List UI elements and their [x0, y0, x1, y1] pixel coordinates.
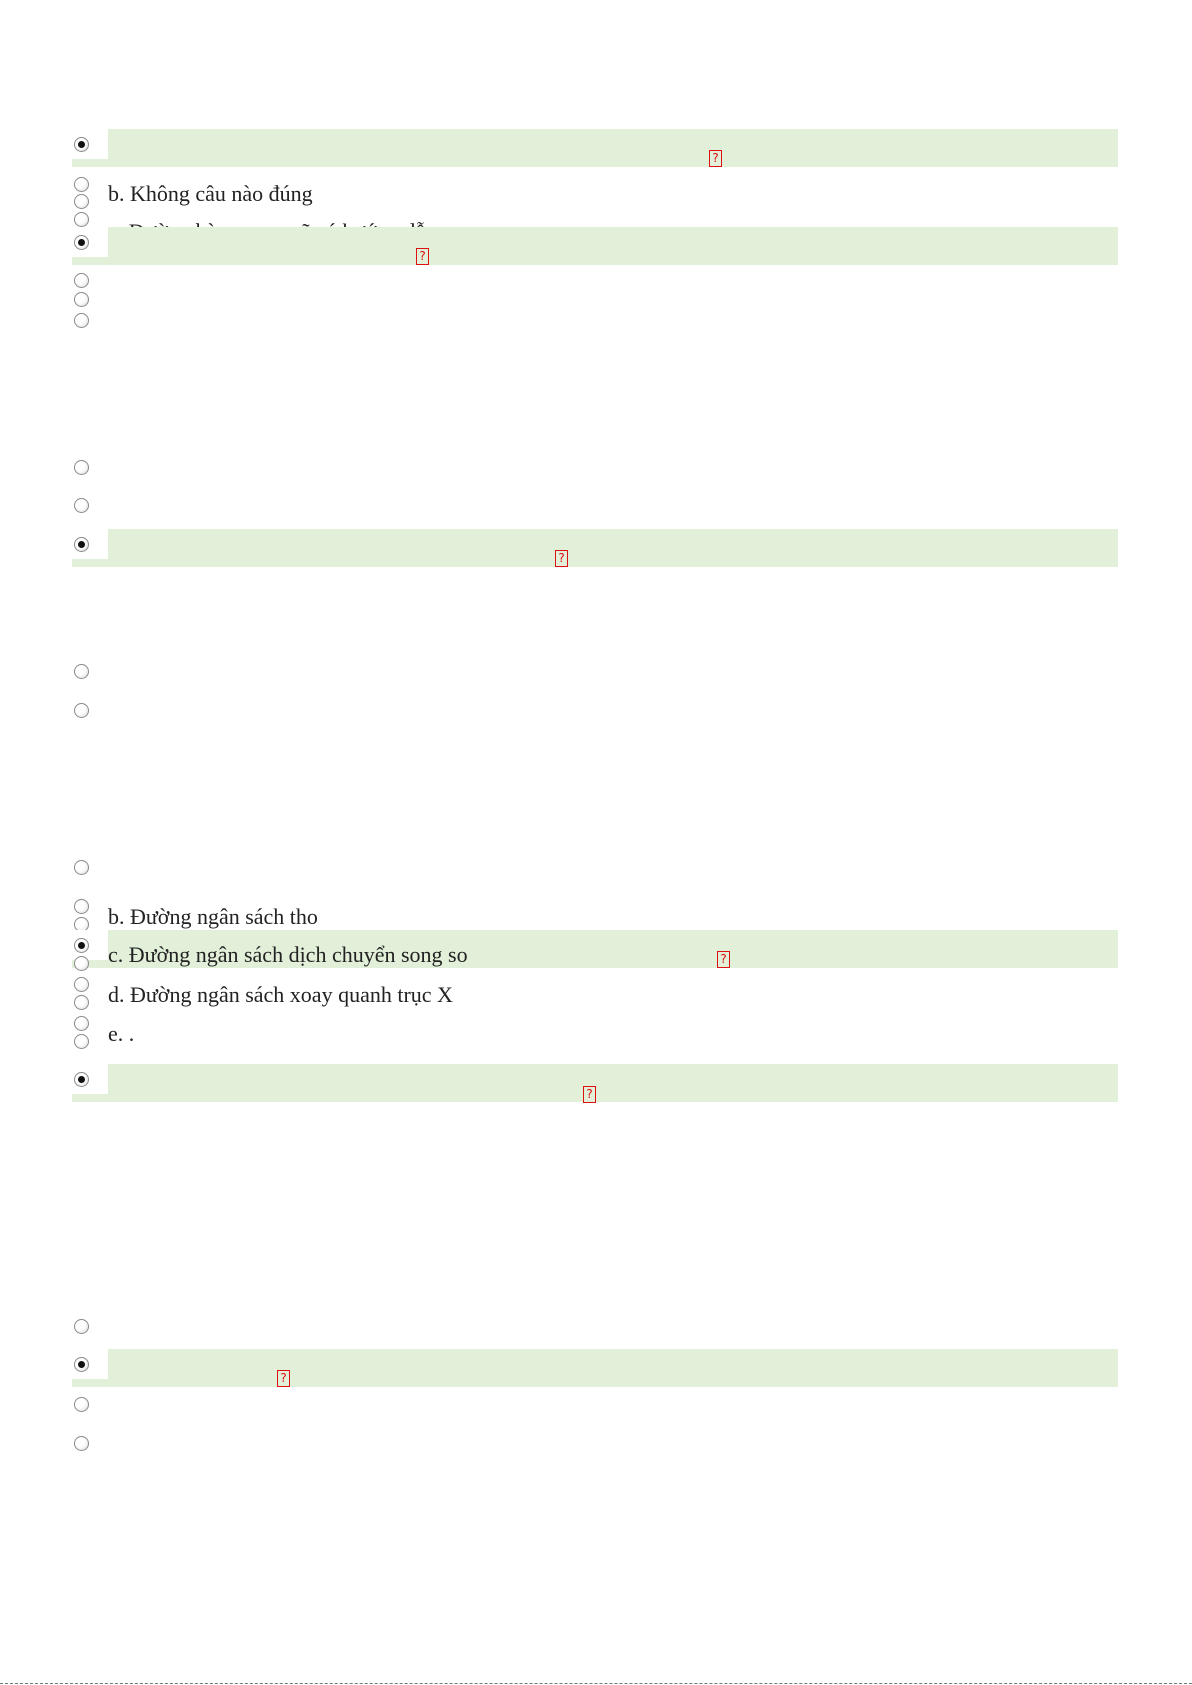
answer-radio[interactable] — [74, 860, 89, 875]
answer-radio[interactable] — [74, 537, 89, 552]
answer-radio[interactable] — [74, 1034, 89, 1049]
answer-radio[interactable] — [74, 273, 89, 288]
selected-answer-highlight — [72, 930, 1118, 968]
answer-radio[interactable] — [74, 460, 89, 475]
selected-answer-highlight — [72, 129, 1118, 167]
answer-radio[interactable] — [74, 292, 89, 307]
answer-radio[interactable] — [74, 498, 89, 513]
selected-answer-highlight — [72, 1349, 1118, 1387]
answer-radio[interactable] — [74, 664, 89, 679]
unrendered-glyph-icon: ? — [717, 951, 730, 968]
answer-radio[interactable] — [74, 1319, 89, 1334]
answer-radio[interactable] — [74, 1357, 89, 1372]
selected-answer-highlight — [72, 227, 1118, 265]
answer-radio[interactable] — [74, 137, 89, 152]
selected-answer-highlight — [72, 529, 1118, 567]
answer-radio[interactable] — [74, 956, 89, 971]
page-bottom-border — [0, 1683, 1192, 1684]
answer-radio[interactable] — [74, 995, 89, 1010]
answer-radio[interactable] — [74, 1016, 89, 1031]
answer-radio[interactable] — [74, 977, 89, 992]
option-text: d. Đường ngân sách xoay quanh trục X — [108, 982, 453, 1007]
answer-radio[interactable] — [74, 313, 89, 328]
answer-radio[interactable] — [74, 899, 89, 914]
answer-radio[interactable] — [74, 212, 89, 227]
unrendered-glyph-icon: ? — [416, 248, 429, 265]
unrendered-glyph-icon: ? — [277, 1370, 290, 1387]
answer-radio[interactable] — [74, 1436, 89, 1451]
answer-radio[interactable] — [74, 1072, 89, 1087]
answer-radio[interactable] — [74, 235, 89, 250]
answer-radio[interactable] — [74, 938, 89, 953]
answer-radio[interactable] — [74, 703, 89, 718]
unrendered-glyph-icon: ? — [583, 1086, 596, 1103]
answer-radio[interactable] — [74, 194, 89, 209]
unrendered-glyph-icon: ? — [555, 550, 568, 567]
answer-radio[interactable] — [74, 177, 89, 192]
option-text: c. Đường ngân sách dịch chuyển song so — [108, 942, 468, 967]
option-text: b. Đường ngân sách tho — [108, 904, 318, 929]
option-text: e. . — [108, 1021, 135, 1046]
answer-radio[interactable] — [74, 1397, 89, 1412]
unrendered-glyph-icon: ? — [709, 150, 722, 167]
option-text: b. Không câu nào đúng — [108, 181, 313, 206]
